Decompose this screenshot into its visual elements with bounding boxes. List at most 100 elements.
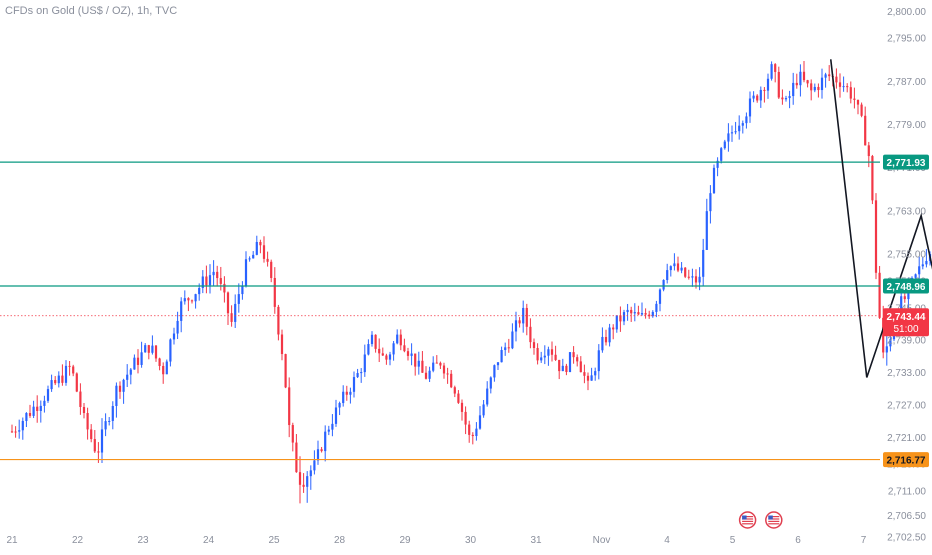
candle-body — [334, 407, 338, 424]
candle-body — [673, 263, 676, 267]
candle-body — [392, 343, 395, 355]
candle-body — [136, 357, 140, 365]
candle-body — [280, 334, 284, 355]
candle-body — [856, 99, 860, 105]
candle-body — [759, 89, 762, 101]
price-tick-label: 2,727.00 — [887, 400, 926, 411]
candle-body — [162, 365, 165, 375]
event-icons — [738, 511, 783, 529]
candle-body — [558, 359, 561, 372]
candle-body — [630, 309, 633, 314]
candle-body — [133, 357, 136, 370]
us-flag-icon-stripe — [742, 518, 754, 520]
candle-body — [356, 373, 359, 378]
candle-body — [316, 449, 320, 461]
candle-body — [450, 373, 453, 388]
candle-body — [367, 344, 370, 355]
candle-body — [464, 411, 467, 425]
level-price-label: 2,748.96 — [887, 282, 926, 293]
time-tick-label: 6 — [795, 535, 801, 546]
candle-body — [626, 309, 629, 313]
price-tick-label: 2,721.00 — [887, 433, 926, 444]
candle-body — [349, 391, 352, 395]
candle-body — [169, 339, 172, 362]
candle-body — [748, 98, 752, 117]
candle-body — [457, 393, 460, 403]
candle-body — [619, 315, 622, 322]
candle-body — [572, 352, 575, 358]
candle-body — [770, 64, 773, 79]
candle-body — [745, 116, 748, 124]
candle-body — [666, 270, 669, 281]
candle-body — [878, 272, 881, 318]
candle-body — [590, 375, 593, 381]
current-price-label: 2,743.44 — [887, 312, 926, 323]
time-tick-label: 22 — [72, 535, 84, 546]
candle-body — [288, 387, 291, 426]
candle-body — [504, 347, 507, 351]
us-flag-icon-ring — [738, 511, 757, 529]
candle-body — [72, 366, 75, 374]
candle-body — [331, 423, 334, 430]
time-axis[interactable]: 21 22 23 24 25 28 29 30 31 Nov 4 5 6 7 — [6, 535, 866, 546]
price-tick-label: 2,779.00 — [887, 120, 926, 131]
time-tick-label: 30 — [465, 535, 477, 546]
candle-body — [482, 404, 485, 416]
candle-body — [115, 385, 118, 407]
candle-body — [414, 353, 417, 367]
us-flag-icon-stripe — [768, 516, 780, 518]
candle-body — [586, 375, 590, 381]
candle-body — [828, 74, 831, 77]
candle-body — [313, 460, 316, 471]
price-axis[interactable]: 2,800.002,795.002,787.002,779.002,771.00… — [883, 7, 929, 544]
candle-body — [702, 249, 705, 277]
candle-body — [802, 71, 806, 81]
candle-body — [489, 377, 492, 389]
us-flag-icon-stripe — [742, 516, 754, 518]
candle-body — [547, 349, 550, 356]
candle-body — [180, 301, 183, 321]
us-flag-icon-stripe — [742, 523, 754, 525]
candle-body — [147, 345, 150, 353]
candle-body — [273, 277, 276, 307]
us-flag-icon — [738, 511, 757, 529]
candle-body — [795, 82, 798, 86]
candle-body — [640, 313, 644, 315]
time-tick-label: 21 — [6, 535, 18, 546]
candle-body — [205, 276, 208, 286]
candle-body — [874, 200, 878, 273]
candle-body — [792, 82, 795, 97]
time-tick-label: 25 — [268, 535, 280, 546]
candle-body — [860, 104, 863, 116]
candle-body — [615, 315, 618, 330]
candle-body — [687, 276, 690, 278]
candle-body — [514, 320, 518, 332]
candle-body — [612, 327, 615, 330]
candle-body — [21, 420, 24, 431]
candle-body — [511, 331, 514, 349]
candle-body — [183, 298, 186, 302]
candle-body — [14, 431, 17, 433]
level-price-label: 2,771.93 — [887, 158, 926, 169]
candle-body — [604, 336, 608, 343]
candle-body — [381, 353, 384, 356]
candle-body — [266, 258, 269, 262]
candle-body — [378, 348, 381, 354]
candle-body — [327, 429, 330, 432]
candle-body — [100, 429, 104, 453]
us-flag-icon-stripe — [768, 518, 780, 520]
candle-body — [583, 372, 586, 376]
candle-body — [669, 266, 672, 271]
candle-body — [471, 434, 474, 437]
candle-body — [781, 97, 784, 100]
candle-body — [108, 420, 111, 422]
time-tick-label: 31 — [530, 535, 542, 546]
candle-body — [561, 365, 564, 372]
candle-body — [126, 374, 129, 380]
candle-body — [320, 449, 323, 452]
candle-body — [529, 326, 532, 343]
candle-body — [597, 350, 600, 372]
candle-body — [662, 280, 665, 290]
